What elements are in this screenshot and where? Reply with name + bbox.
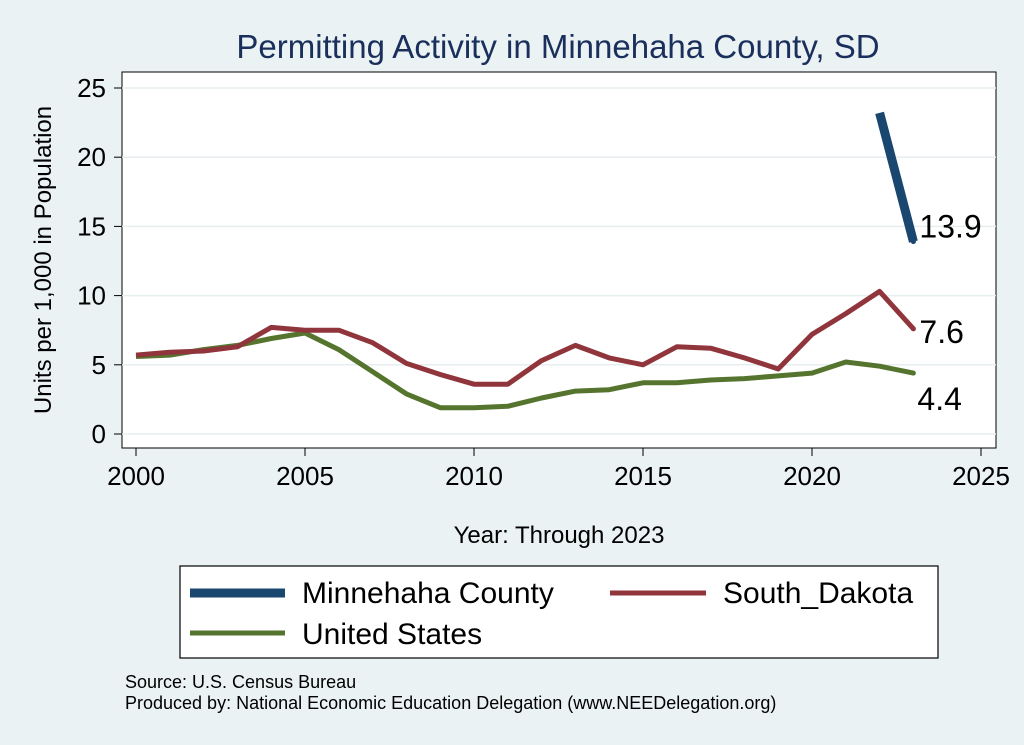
y-tick-label-20: 20 — [77, 142, 106, 172]
plot-area — [121, 71, 997, 449]
end-labels: 13.9 7.6 4.4 — [917, 209, 981, 417]
series-line-south-dakota — [135, 288, 916, 387]
end-label-minnehaha-county: 13.9 — [919, 209, 981, 245]
x-tick-label-2010: 2010 — [445, 461, 503, 491]
legend-label-minnehaha-county: Minnehaha County — [302, 577, 554, 610]
y-tick-label-25: 25 — [77, 73, 106, 103]
end-label-united-states: 4.4 — [917, 381, 961, 417]
chart-title: Permitting Activity in Minnehaha County,… — [236, 28, 879, 65]
produced-by-note: Produced by: National Economic Education… — [125, 693, 776, 713]
end-point-united-states — [910, 370, 916, 376]
end-point-south-dakota — [910, 326, 916, 332]
gridlines — [122, 87, 996, 435]
x-tick-label-2015: 2015 — [614, 461, 672, 491]
x-tick-label-2020: 2020 — [783, 461, 841, 491]
series-line-united-states — [135, 330, 914, 411]
y-tick-label-10: 10 — [77, 281, 106, 311]
legend: Minnehaha County South_Dakota United Sta… — [179, 565, 939, 659]
end-point-minnehaha-county — [910, 239, 916, 245]
x-axis-label: Year: Through 2023 — [454, 522, 665, 549]
series-group — [135, 111, 918, 411]
y-tick-label-5: 5 — [92, 350, 106, 380]
source-note: Source: U.S. Census Bureau — [125, 672, 356, 692]
x-tick-label-2005: 2005 — [276, 461, 334, 491]
legend-label-united-states: United States — [302, 618, 482, 651]
y-tick-label-0: 0 — [92, 419, 106, 449]
series-line-minnehaha-county — [875, 111, 918, 243]
legend-box — [179, 565, 939, 659]
x-tick-label-2025: 2025 — [952, 461, 1010, 491]
end-label-south-dakota: 7.6 — [919, 314, 963, 350]
x-tick-label-2000: 2000 — [107, 461, 165, 491]
y-tick-label-15: 15 — [77, 211, 106, 241]
legend-label-south-dakota: South_Dakota — [723, 577, 913, 610]
y-axis-label: Units per 1,000 in Population — [30, 106, 57, 414]
